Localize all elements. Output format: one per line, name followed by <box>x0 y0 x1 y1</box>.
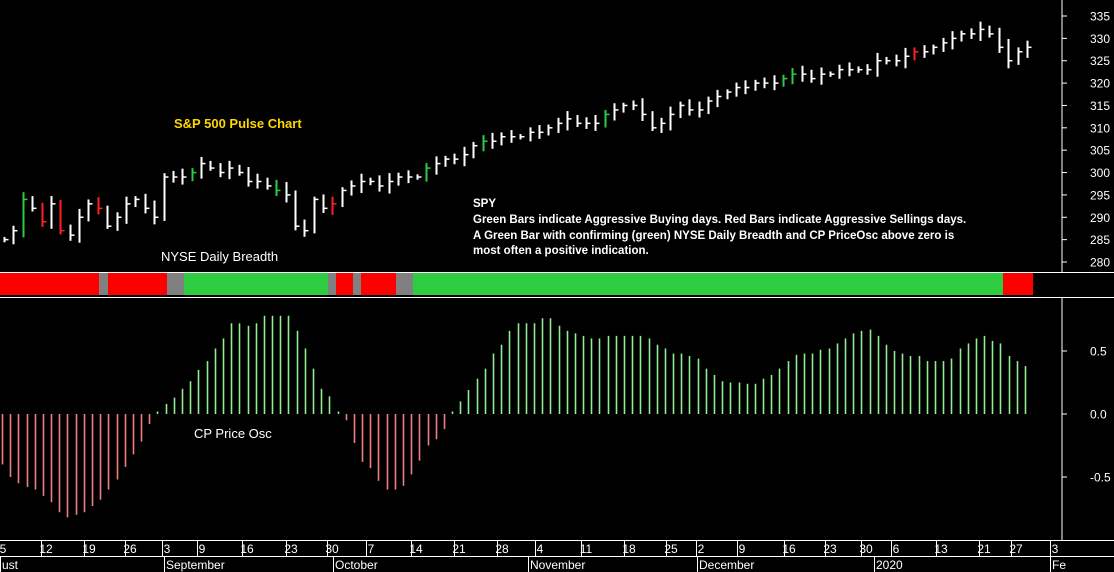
day-tick-label: 2 <box>698 542 705 556</box>
breadth-segment-gray <box>396 273 413 295</box>
price-tick-label: 285 <box>1090 233 1110 247</box>
annotation-line-2: A Green Bar with confirming (green) NYSE… <box>473 229 955 242</box>
day-tick-label: 13 <box>934 542 948 556</box>
day-tick-label: 6 <box>893 542 900 556</box>
price-tick-label: 325 <box>1090 54 1110 68</box>
month-tick-label: November <box>530 558 585 572</box>
month-tick-label: December <box>699 558 754 572</box>
breadth-segment-gray <box>167 273 184 295</box>
day-tick-label: 18 <box>622 542 636 556</box>
breadth-segment-gray <box>353 273 361 295</box>
day-tick-label: 21 <box>977 542 991 556</box>
day-tick-label: 7 <box>368 542 375 556</box>
annotation-line-1: Green Bars indicate Aggressive Buying da… <box>473 213 967 226</box>
month-tick-label: October <box>335 558 378 572</box>
month-tick-label: Fe <box>1052 558 1066 572</box>
price-bars <box>3 21 1032 245</box>
price-tick-label: 310 <box>1090 121 1110 135</box>
day-tick-label: 25 <box>664 542 678 556</box>
day-tick-label: 5 <box>0 542 7 556</box>
breadth-segment-gray <box>99 273 108 295</box>
breadth-segment-red <box>108 273 167 295</box>
breadth-segment-gray <box>328 273 336 295</box>
day-tick-label: 26 <box>123 542 137 556</box>
day-tick-label: 27 <box>1009 542 1023 556</box>
day-tick-label: 16 <box>782 542 796 556</box>
osc-tick-label: 0.0 <box>1090 408 1107 422</box>
day-tick-label: 30 <box>325 542 339 556</box>
price-tick-label: 320 <box>1090 77 1110 91</box>
oscillator-bars <box>1 315 1027 518</box>
month-tick-label: ust <box>2 558 19 572</box>
breadth-band <box>0 273 1033 295</box>
day-tick-label: 28 <box>495 542 509 556</box>
price-tick-label: 335 <box>1090 10 1110 24</box>
day-tick-label: 11 <box>580 542 593 556</box>
breadth-segment-green <box>413 273 1003 295</box>
day-tick-label: 16 <box>240 542 254 556</box>
day-tick-label: 9 <box>739 542 746 556</box>
breadth-segment-red <box>361 273 396 295</box>
day-tick-label: 30 <box>859 542 873 556</box>
osc-tick-label: 0.5 <box>1090 345 1107 359</box>
oscillator-panel-title: CP Price Osc <box>194 426 272 441</box>
day-tick-label: 4 <box>537 542 544 556</box>
day-tick-label: 21 <box>452 542 466 556</box>
breadth-segment-red <box>336 273 353 295</box>
price-tick-label: 300 <box>1090 166 1110 180</box>
day-tick-label: 19 <box>82 542 96 556</box>
price-tick-label: 315 <box>1090 99 1110 113</box>
month-tick-label: September <box>166 558 225 572</box>
day-tick-label: 3 <box>1052 542 1059 556</box>
month-tick-label: 2020 <box>876 558 903 572</box>
price-tick-label: 280 <box>1090 256 1110 270</box>
annotation-symbol: SPY <box>473 198 497 210</box>
price-tick-label: 305 <box>1090 144 1110 158</box>
chart-title: S&P 500 Pulse Chart <box>174 116 302 131</box>
breadth-segment-green <box>184 273 328 295</box>
breadth-segment-red <box>0 273 99 295</box>
annotation-line-3: most often a positive indication. <box>473 245 649 258</box>
breadth-panel-title: NYSE Daily Breadth <box>161 249 279 264</box>
day-tick-label: 14 <box>409 542 423 556</box>
chart-annotation: SPY Green Bars indicate Aggressive Buyin… <box>473 197 966 260</box>
day-tick-label: 3 <box>164 542 171 556</box>
price-tick-label: 290 <box>1090 211 1110 225</box>
day-tick-label: 9 <box>199 542 206 556</box>
day-tick-label: 23 <box>284 542 298 556</box>
price-tick-label: 295 <box>1090 188 1110 202</box>
day-tick-label: 23 <box>823 542 837 556</box>
price-tick-label: 330 <box>1090 32 1110 46</box>
breadth-segment-red <box>1003 273 1033 295</box>
osc-tick-label: -0.5 <box>1090 471 1111 485</box>
day-tick-label: 12 <box>39 542 53 556</box>
axis-labels: 2802852902953003053103153203253303350.50… <box>0 10 1111 572</box>
